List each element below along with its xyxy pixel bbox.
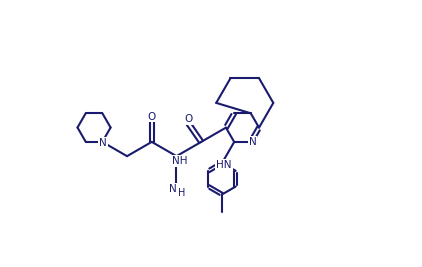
- Text: N: N: [249, 137, 257, 147]
- Text: N: N: [99, 138, 107, 148]
- Text: O: O: [148, 112, 156, 121]
- Text: HN: HN: [216, 160, 232, 170]
- Text: H: H: [178, 188, 185, 198]
- Text: O: O: [184, 114, 192, 124]
- Text: N: N: [170, 184, 177, 194]
- Text: NH: NH: [171, 156, 187, 166]
